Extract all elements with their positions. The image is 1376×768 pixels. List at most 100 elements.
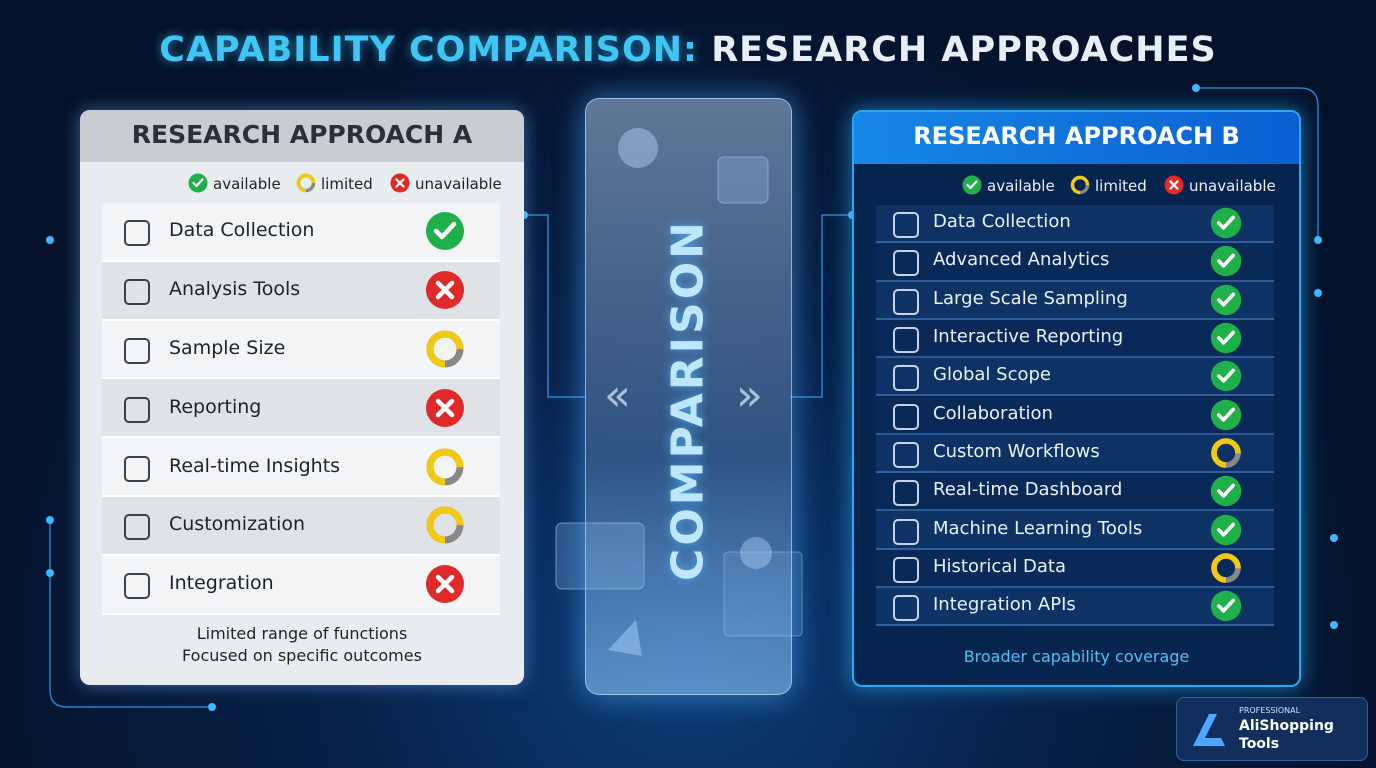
feature-icon (893, 288, 919, 315)
panel-footer: Broader capability coverage (963, 647, 1190, 666)
row (102, 320, 500, 380)
row (876, 549, 1274, 588)
status-icon (426, 506, 464, 544)
title-part: CAPABILITY COMPARISON: (159, 30, 699, 70)
status-icon (1210, 361, 1242, 392)
chevron: » (736, 370, 763, 421)
logo-name: Tools (1239, 736, 1280, 752)
feature-icon (893, 518, 919, 545)
panel-header (80, 110, 524, 162)
feature-icon (893, 365, 919, 392)
status-icon (426, 271, 464, 310)
row-label: Customization (169, 513, 306, 536)
status-icon (426, 212, 464, 251)
panel-footer: Focused on specific outcomes (182, 646, 422, 665)
row-label: Sample Size (169, 337, 286, 359)
logo-tagline: PROFESSIONAL (1239, 706, 1301, 715)
legend-label: limited (321, 175, 373, 193)
row (876, 281, 1274, 320)
panel-title: RESEARCH APPROACH B (913, 122, 1240, 150)
status-icon (296, 173, 316, 193)
row-label: Global Scope (933, 364, 1051, 386)
status-icon (1210, 514, 1242, 545)
feature-icon (124, 338, 150, 364)
row (102, 438, 500, 497)
status-icon (426, 388, 464, 427)
legend-label: available (987, 177, 1055, 195)
status-icon (426, 565, 464, 604)
row-label: Real-time Insights (169, 454, 341, 477)
row-label: Data Collection (169, 219, 315, 242)
row (876, 588, 1274, 627)
row (876, 243, 1274, 282)
row (876, 319, 1274, 359)
panel-a: RESEARCH APPROACH A available limited unava… (80, 110, 524, 685)
center-label: COMPARISON (662, 219, 714, 581)
status-icon (188, 173, 208, 193)
row-label: Integration (169, 572, 274, 595)
status-icon (390, 173, 410, 193)
row-label: Advanced Analytics (933, 249, 1110, 271)
row-label: Custom Workflows (933, 440, 1100, 462)
title: CAPABILITY COMPARISON: RESEARCH APPROACH… (0, 30, 1376, 70)
feature-icon (893, 403, 919, 430)
panel-b: RESEARCH APPROACH B available limited unava… (852, 110, 1301, 687)
feature-icon (124, 455, 150, 482)
row (876, 396, 1274, 435)
legend-label: unavailable (415, 175, 502, 193)
row-label: Interactive Reporting (933, 326, 1124, 348)
status-icon (426, 448, 464, 486)
feature-icon (124, 396, 150, 423)
feature-icon (124, 573, 150, 600)
row-label: Collaboration (933, 402, 1053, 424)
row (876, 511, 1274, 550)
logo-mark (1193, 714, 1225, 746)
panel-header (854, 112, 1299, 164)
status-icon (1210, 322, 1242, 354)
legend-label: available (213, 175, 281, 193)
row (876, 434, 1274, 474)
row-label: Historical Data (933, 555, 1067, 577)
row (876, 473, 1274, 512)
panel-title: RESEARCH APPROACH A (131, 120, 473, 149)
row (876, 358, 1274, 397)
legend-label: limited (1095, 177, 1147, 195)
feature-icon (124, 514, 150, 541)
row-label: Integration APIs (933, 594, 1076, 616)
status-icon (1210, 399, 1242, 430)
row (102, 497, 500, 556)
status-icon (1070, 175, 1090, 195)
feature-icon (893, 556, 919, 583)
status-icon (1210, 284, 1242, 315)
legend-label: unavailable (1189, 177, 1276, 195)
feature-icon (893, 212, 919, 239)
status-icon (962, 175, 982, 195)
feature-icon (893, 327, 919, 354)
feature-icon (893, 480, 919, 507)
logo: PROFESSIONAL AliShopping Tools (1176, 697, 1368, 761)
status-icon (1210, 207, 1242, 239)
logo-name: AliShopping (1239, 718, 1334, 734)
feature-icon (893, 595, 919, 622)
row-label: Reporting (169, 395, 262, 418)
row-label: Analysis Tools (169, 278, 301, 301)
feature-icon (893, 441, 919, 468)
chevron: « (604, 370, 631, 421)
feature-icon (893, 250, 919, 277)
panel-footer: Limited range of functions (196, 624, 408, 643)
row-label: Data Collection (933, 211, 1071, 233)
row-label: Real-time Dashboard (933, 479, 1123, 501)
feature-icon (124, 220, 150, 247)
row (876, 205, 1274, 244)
status-icon (1210, 246, 1242, 277)
title-part: RESEARCH APPROACHES (711, 30, 1217, 70)
status-icon (1210, 476, 1242, 507)
status-icon (1164, 175, 1184, 195)
status-icon (1211, 553, 1241, 583)
row-label: Large Scale Sampling (933, 287, 1128, 309)
status-icon (426, 330, 464, 368)
row-label: Machine Learning Tools (933, 517, 1143, 539)
status-icon (1211, 438, 1241, 468)
center-panel (585, 98, 792, 695)
